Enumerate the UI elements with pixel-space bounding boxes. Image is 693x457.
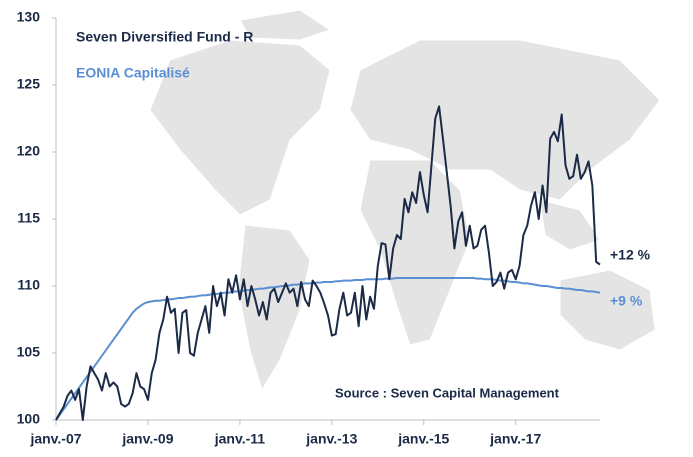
world-map-background xyxy=(149,9,661,392)
series-line xyxy=(55,105,601,421)
x-tick-label: janv.-09 xyxy=(121,431,173,447)
y-tick-label: 105 xyxy=(17,344,41,360)
end-label: +9 % xyxy=(610,293,643,309)
y-tick-label: 115 xyxy=(17,210,40,226)
end-label: +12 % xyxy=(610,247,651,263)
x-tick-label: janv.-13 xyxy=(305,431,357,447)
x-tick-label: janv.-17 xyxy=(489,431,541,447)
x-tick-label: janv.-11 xyxy=(214,431,266,447)
y-tick-label: 120 xyxy=(17,143,41,159)
y-tick-label: 100 xyxy=(17,411,41,427)
x-tick-label: janv.-07 xyxy=(29,431,81,447)
series-line xyxy=(55,276,601,421)
legend-label: EONIA Capitalisé xyxy=(76,65,190,81)
x-tick-label: janv.-15 xyxy=(397,431,449,447)
legend-label: Seven Diversified Fund - R xyxy=(76,29,253,45)
source-note: Source : Seven Capital Management xyxy=(335,385,560,400)
y-tick-label: 110 xyxy=(17,277,40,293)
y-tick-label: 130 xyxy=(17,9,41,25)
y-tick-label: 125 xyxy=(17,76,41,92)
